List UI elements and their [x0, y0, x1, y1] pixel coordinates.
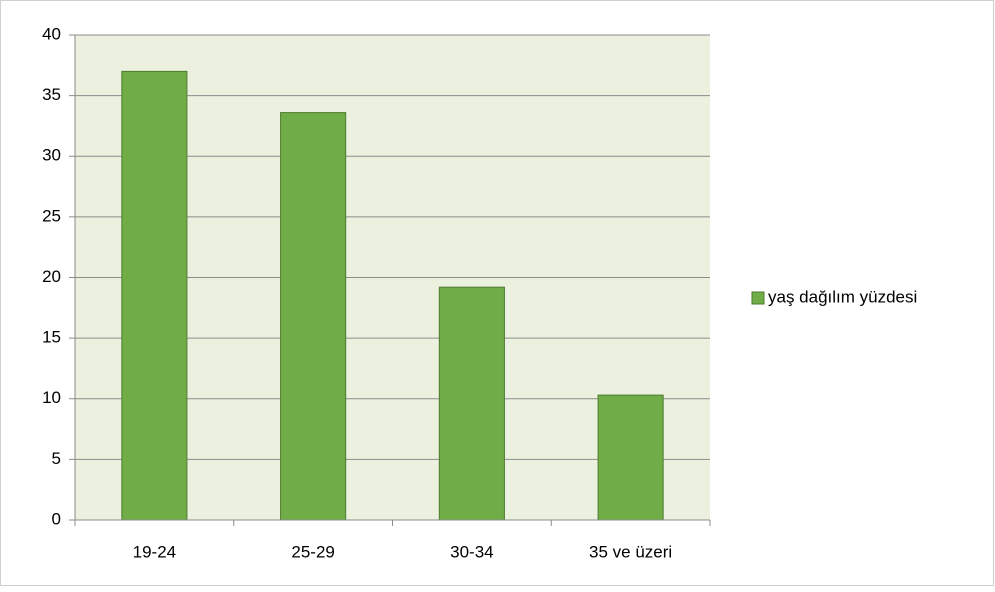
- y-tick-label: 40: [42, 24, 61, 43]
- x-tick-label: 30-34: [450, 542, 493, 561]
- x-tick-label: 19-24: [133, 542, 176, 561]
- bar: [597, 394, 664, 521]
- x-tick-label: 35 ve üzeri: [589, 542, 672, 561]
- legend-swatch: [751, 291, 765, 305]
- bar: [121, 70, 188, 521]
- y-tick-label: 35: [42, 85, 61, 104]
- bar: [438, 286, 505, 521]
- y-tick-label: 15: [42, 328, 61, 347]
- y-tick-label: 10: [42, 388, 61, 407]
- y-tick-label: 0: [52, 509, 61, 528]
- bar: [280, 112, 347, 521]
- y-tick-label: 25: [42, 206, 61, 225]
- legend-label: yaş dağılım yüzdesi: [768, 287, 917, 306]
- y-tick-label: 5: [52, 449, 61, 468]
- y-tick-label: 20: [42, 267, 61, 286]
- x-tick-label: 25-29: [291, 542, 334, 561]
- y-tick-label: 30: [42, 146, 61, 165]
